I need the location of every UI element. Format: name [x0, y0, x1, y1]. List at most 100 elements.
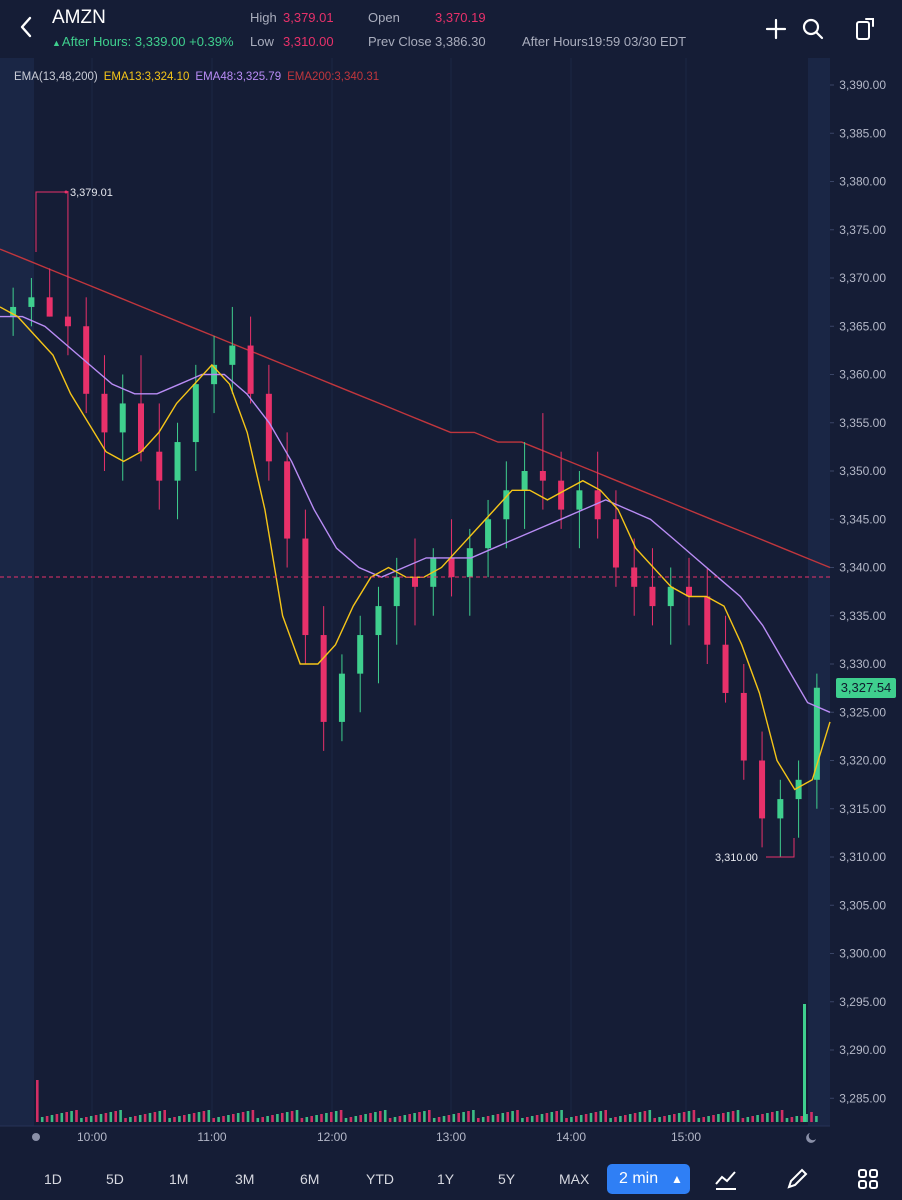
- volume-bar: [795, 1116, 799, 1122]
- candle-body: [320, 635, 327, 722]
- volume-bar: [731, 1111, 735, 1122]
- volume-bar: [232, 1114, 235, 1122]
- candle-body: [302, 538, 309, 636]
- volume-bar: [751, 1116, 754, 1122]
- after-hours-text: After Hours: 3,339.00 +0.39%: [61, 34, 234, 49]
- volume-bar: [374, 1112, 377, 1122]
- period-5d[interactable]: 5D: [106, 1171, 124, 1187]
- draw-tool-icon[interactable]: [784, 1166, 810, 1192]
- period-1m[interactable]: 1M: [169, 1171, 189, 1187]
- volume-bar: [55, 1114, 59, 1122]
- volume-bar: [594, 1112, 598, 1122]
- period-ytd[interactable]: YTD: [366, 1171, 394, 1187]
- low-annotation: 3,310.00: [715, 852, 758, 864]
- indicator-legend[interactable]: EMA(13,48,200) EMA13:3,324.10 EMA48:3,325.…: [14, 71, 385, 83]
- period-max[interactable]: MAX: [559, 1171, 590, 1187]
- volume-bar: [472, 1110, 475, 1122]
- volume-bar: [349, 1117, 353, 1122]
- volume-bar: [687, 1111, 691, 1122]
- period-5y[interactable]: 5Y: [498, 1171, 516, 1187]
- volume-bar: [575, 1116, 578, 1122]
- volume-bar: [432, 1118, 436, 1122]
- x-tick-label: 13:00: [436, 1130, 466, 1144]
- period-6m[interactable]: 6M: [300, 1171, 320, 1187]
- candle-body: [649, 586, 656, 607]
- volume-bar: [300, 1118, 304, 1122]
- y-tick-label: 3,330.00: [839, 657, 886, 671]
- volume-bar: [604, 1110, 607, 1122]
- candle-body: [83, 326, 90, 394]
- grid-menu-icon[interactable]: [855, 1166, 881, 1192]
- volume-bar: [624, 1115, 627, 1122]
- y-tick-label: 3,295.00: [839, 995, 886, 1009]
- volume-bar: [761, 1114, 764, 1122]
- y-tick-label: 3,305.00: [839, 898, 886, 912]
- volume-bar: [506, 1112, 509, 1122]
- volume-bar: [800, 1116, 803, 1122]
- volume-bar: [398, 1116, 402, 1122]
- volume-bar: [65, 1112, 68, 1122]
- volume-bar: [173, 1117, 176, 1122]
- ema48-line: [0, 315, 831, 713]
- period-1y[interactable]: 1Y: [437, 1171, 455, 1187]
- volume-bar: [36, 1080, 39, 1122]
- candle-body: [46, 297, 53, 317]
- y-tick-label: 3,320.00: [839, 754, 886, 768]
- period-3m[interactable]: 3M: [235, 1171, 255, 1187]
- volume-bar: [369, 1113, 372, 1122]
- search-icon[interactable]: [800, 16, 826, 42]
- volume-bar: [511, 1111, 514, 1122]
- volume-bar: [158, 1111, 162, 1122]
- y-tick-label: 3,345.00: [839, 512, 886, 526]
- volume-bar: [40, 1117, 44, 1122]
- period-1d[interactable]: 1D: [44, 1171, 62, 1187]
- candle-body: [539, 471, 546, 481]
- volume-bar: [75, 1110, 78, 1122]
- volume-bar: [197, 1112, 201, 1122]
- volume-bar: [124, 1118, 127, 1122]
- candle-body: [722, 644, 729, 693]
- volume-bar: [775, 1111, 779, 1122]
- candle-body: [174, 442, 181, 481]
- volume-bar: [178, 1116, 181, 1122]
- y-tick-label: 3,390.00: [839, 78, 886, 92]
- volume-bar: [633, 1113, 637, 1122]
- high-marker-dot: [64, 190, 68, 194]
- volume-bar: [241, 1112, 245, 1122]
- volume-bar: [663, 1116, 666, 1122]
- chart-type-icon[interactable]: [713, 1166, 739, 1192]
- price-chart[interactable]: 3,379.01 3,310.00 3,390.00 3,385.00 3,380.…: [0, 58, 902, 1158]
- volume-bar: [163, 1110, 166, 1122]
- volume-bar: [741, 1118, 745, 1122]
- volume-bar: [413, 1113, 416, 1122]
- volume-bar: [790, 1117, 794, 1122]
- back-arrow-icon[interactable]: [16, 14, 38, 40]
- volume-bar: [516, 1110, 519, 1122]
- volume-bar: [266, 1116, 269, 1122]
- volume-bar: [442, 1116, 446, 1122]
- volume-bar: [153, 1112, 157, 1122]
- open-label: Open: [368, 10, 400, 25]
- rotate-screen-icon[interactable]: [852, 16, 878, 42]
- candle-body: [485, 519, 492, 549]
- volume-bar: [305, 1117, 309, 1122]
- volume-bar: [717, 1114, 720, 1122]
- volume-bar: [477, 1118, 480, 1122]
- candle-body: [284, 461, 291, 539]
- volume-bar: [560, 1110, 563, 1122]
- y-tick-label: 3,375.00: [839, 223, 886, 237]
- volume-bar: [521, 1118, 524, 1122]
- volume-bar: [496, 1114, 500, 1122]
- volume-bar: [643, 1111, 647, 1122]
- volume-bar: [535, 1115, 539, 1122]
- volume-bar: [222, 1116, 225, 1122]
- candle-body: [594, 490, 601, 520]
- volume-bar: [143, 1114, 147, 1122]
- add-icon[interactable]: [763, 16, 789, 42]
- volume-bar: [271, 1115, 274, 1122]
- interval-selector[interactable]: 2 min ▲: [607, 1164, 690, 1194]
- after-hours-quote: ▲After Hours: 3,339.00 +0.39%: [52, 34, 234, 49]
- candle-body: [119, 403, 126, 433]
- volume-bar: [722, 1113, 725, 1122]
- volume-bar: [707, 1116, 710, 1122]
